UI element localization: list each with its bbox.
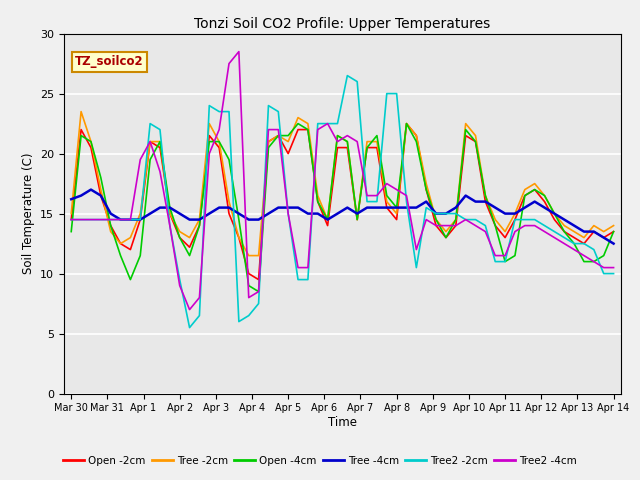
Text: TZ_soilco2: TZ_soilco2 [75,55,144,68]
Legend: Open -2cm, Tree -2cm, Open -4cm, Tree -4cm, Tree2 -2cm, Tree2 -4cm: Open -2cm, Tree -2cm, Open -4cm, Tree -4… [59,452,581,470]
Y-axis label: Soil Temperature (C): Soil Temperature (C) [22,153,35,275]
X-axis label: Time: Time [328,416,357,429]
Title: Tonzi Soil CO2 Profile: Upper Temperatures: Tonzi Soil CO2 Profile: Upper Temperatur… [195,17,490,31]
